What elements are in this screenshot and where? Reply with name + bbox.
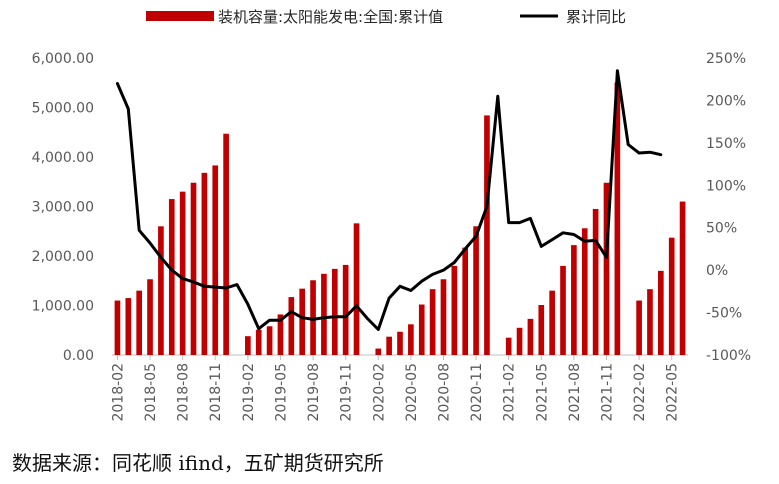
bar: [668, 237, 675, 355]
bar: [158, 226, 164, 355]
bar: [408, 324, 414, 355]
bar: [679, 201, 686, 355]
x-tick-label: 2020-02: [371, 363, 387, 422]
x-tick-label: 2018-08: [176, 363, 192, 422]
line-path: [115, 69, 663, 331]
y-right-tick-label: 200%: [706, 93, 746, 109]
y-left-tick-label: 2,000.00: [32, 249, 94, 265]
y-right-tick-label: -50%: [706, 306, 742, 322]
bar: [560, 265, 566, 355]
bar: [451, 265, 458, 355]
legend-label-bar: 装机容量:太阳能发电:全国:累计值: [218, 8, 443, 26]
x-tick-label: 2019-08: [306, 363, 322, 422]
bar: [440, 279, 447, 355]
y-right-tick-label: 250%: [706, 51, 746, 67]
y-left-tick-label: 3,000.00: [32, 200, 94, 216]
source-note: 数据来源：同花顺 ifind，五矿期货研究所: [12, 451, 384, 475]
y-left-tick-label: 6,000.00: [32, 51, 94, 67]
bar: [255, 329, 262, 355]
x-tick-label: 2020-05: [404, 363, 420, 422]
bar: [212, 165, 219, 355]
bar: [516, 327, 523, 355]
x-tick-label: 2021-02: [502, 363, 518, 422]
bar: [462, 247, 469, 355]
bar: [538, 305, 545, 355]
bar: [342, 264, 349, 355]
bar: [592, 208, 599, 355]
x-tick-label: 2019-05: [273, 363, 289, 422]
x-tick-label: 2021-05: [534, 363, 550, 422]
x-tick-label: 2022-02: [632, 363, 648, 422]
bar: [190, 182, 197, 355]
bar: [636, 300, 642, 355]
bar: [603, 182, 610, 355]
bar: [527, 318, 534, 355]
bar: [473, 226, 479, 355]
bar: [484, 115, 490, 355]
bar: [397, 331, 403, 355]
y-left-tick-label: 5,000.00: [32, 101, 94, 117]
bar: [245, 336, 251, 355]
bar: [549, 290, 555, 355]
x-tick-label: 2019-11: [339, 363, 355, 422]
y-right-tick-label: 50%: [706, 221, 737, 237]
x-tick-label: 2020-08: [436, 363, 452, 422]
bar: [614, 82, 621, 355]
bar: [223, 133, 229, 355]
bar: [418, 304, 425, 355]
y-right-tick-label: 100%: [706, 178, 746, 194]
legend-swatch-bar: [146, 11, 214, 21]
bar: [147, 279, 153, 355]
bar: [505, 337, 512, 355]
bar: [571, 245, 577, 355]
legend: 装机容量:太阳能发电:全国:累计值 累计同比: [146, 8, 626, 26]
bar: [179, 191, 186, 355]
x-tick-label: 2018-02: [110, 363, 126, 422]
bar: [331, 268, 338, 355]
bar: [299, 288, 306, 355]
axes: 0.00 1,000.00 2,000.00 3,000.00 4,000.00 5,00…: [32, 51, 751, 422]
bar: [168, 199, 175, 355]
line-series: [115, 69, 663, 331]
x-tick-label: 2021-11: [599, 363, 615, 422]
bar: [201, 172, 208, 355]
bar-series: [114, 82, 686, 355]
bar: [288, 297, 295, 355]
y-left-tick-label: 1,000.00: [32, 299, 94, 315]
y-left-tick-label: 4,000.00: [32, 150, 94, 166]
x-tick-label: 2019-02: [241, 363, 257, 422]
bar: [125, 298, 132, 355]
y-right-tick-label: -100%: [706, 348, 751, 364]
bar: [310, 280, 316, 355]
bar: [429, 289, 436, 355]
legend-label-line: 累计同比: [566, 8, 626, 26]
chart: 装机容量:太阳能发电:全国:累计值 累计同比 0.00 1,000.00 2,000…: [32, 8, 751, 422]
x-tick-label: 2021-08: [567, 363, 583, 422]
x-tick-label: 2020-11: [469, 363, 485, 422]
bar: [581, 228, 588, 355]
bar: [658, 270, 664, 355]
y-right-tick-label: 0%: [706, 263, 728, 279]
bar: [647, 289, 653, 355]
bar: [277, 314, 284, 355]
y-right-tick-label: 150%: [706, 136, 746, 152]
bar: [321, 273, 327, 355]
y-left-tick-label: 0.00: [63, 348, 94, 364]
x-tick-label: 2018-05: [143, 363, 159, 422]
bar: [136, 290, 142, 355]
x-tick-label: 2018-11: [208, 363, 224, 422]
bar: [353, 223, 360, 355]
bar: [266, 326, 273, 355]
bar: [114, 300, 121, 355]
bar: [375, 348, 382, 355]
bar: [386, 336, 392, 355]
x-tick-label: 2022-05: [665, 363, 681, 422]
